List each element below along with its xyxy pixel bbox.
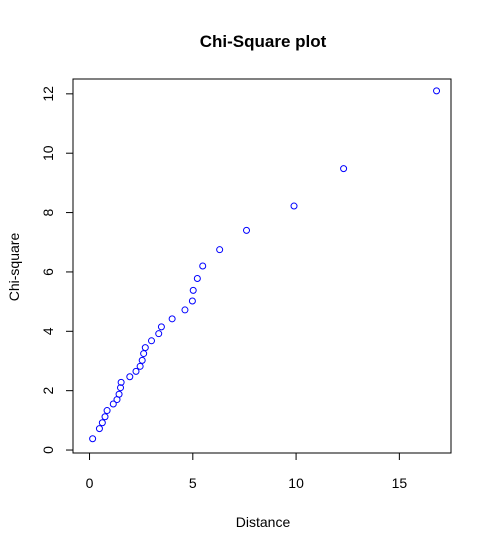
data-point xyxy=(193,274,201,282)
data-point xyxy=(136,362,144,370)
data-point xyxy=(290,202,298,210)
data-point xyxy=(155,330,163,338)
data-point xyxy=(147,337,155,345)
data-point xyxy=(181,306,189,314)
data-point xyxy=(117,378,125,386)
y-tick-label: 10 xyxy=(40,145,56,161)
data-point xyxy=(132,367,140,375)
data-point xyxy=(115,390,123,398)
plot-frame xyxy=(72,78,452,454)
data-point xyxy=(126,373,134,381)
x-tick-label: 15 xyxy=(392,475,408,491)
x-tick-label: 0 xyxy=(86,475,94,491)
data-point xyxy=(140,350,148,358)
data-point xyxy=(117,384,125,392)
data-point xyxy=(168,315,176,323)
x-axis: 0 5 10 15 xyxy=(86,452,408,491)
data-point xyxy=(199,262,207,270)
data-point xyxy=(243,226,251,234)
data-point xyxy=(95,425,103,433)
data-point xyxy=(340,165,348,173)
data-points xyxy=(89,87,441,443)
chart-title: Chi-Square plot xyxy=(200,32,327,51)
data-point xyxy=(89,435,97,443)
y-tick-label: 2 xyxy=(40,387,56,395)
data-point xyxy=(141,344,149,352)
y-tick-label: 8 xyxy=(40,208,56,216)
data-point xyxy=(216,246,224,254)
y-tick-label: 0 xyxy=(40,446,56,454)
data-point xyxy=(188,297,196,305)
data-point xyxy=(109,400,117,408)
y-tick-label: 4 xyxy=(40,327,56,335)
data-point xyxy=(189,286,197,294)
data-point xyxy=(433,87,441,95)
data-point xyxy=(157,323,165,331)
data-point xyxy=(103,407,111,415)
data-point xyxy=(101,413,109,421)
data-point xyxy=(138,356,146,364)
x-axis-title: Distance xyxy=(236,514,291,530)
y-axis: 0 2 4 6 8 10 12 xyxy=(40,86,74,454)
x-tick-label: 5 xyxy=(189,475,197,491)
y-tick-label: 6 xyxy=(40,268,56,276)
y-axis-title: Chi-square xyxy=(6,233,22,302)
data-point xyxy=(98,419,106,427)
x-tick-label: 10 xyxy=(288,475,304,491)
y-tick-label: 12 xyxy=(40,86,56,102)
